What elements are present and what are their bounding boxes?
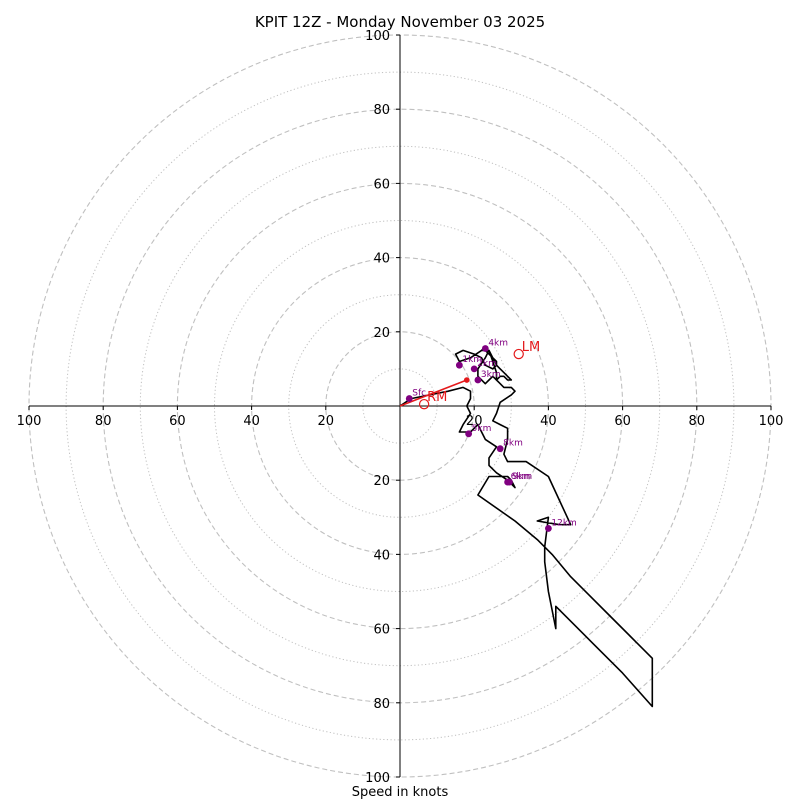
y-tick-label: 20 [373, 474, 390, 489]
x-tick-label: 20 [318, 414, 335, 429]
height-marker-label: 8km [503, 439, 523, 449]
tick-labels: 1001008080606040402020202040406060808010… [17, 29, 784, 786]
x-tick-label: 40 [540, 414, 557, 429]
height-marker-8km [496, 445, 504, 453]
y-tick-label: 40 [373, 548, 390, 563]
y-tick-label: 60 [373, 623, 390, 638]
x-tick-label: 60 [169, 414, 186, 429]
mean-wind-vector [399, 379, 468, 407]
height-marker-label: Sfc [412, 389, 426, 399]
y-tick-label: 80 [373, 103, 390, 118]
y-tick-label: 80 [373, 697, 390, 712]
x-tick-label: 100 [17, 414, 42, 429]
hodograph-trace [399, 345, 654, 708]
height-marker-label: 1km [462, 355, 482, 365]
x-tick-label: 40 [243, 414, 260, 429]
storm-motion-label: LM [522, 340, 540, 355]
height-marker-1km [455, 361, 463, 369]
height-marker-9km [506, 478, 513, 486]
storm-motion-markers: LM RM [418, 340, 540, 410]
height-marker-3km [474, 376, 482, 384]
x-tick-label: 60 [614, 414, 631, 429]
x-tick-label: 100 [759, 414, 784, 429]
mean-wind-point [463, 377, 470, 383]
height-marker-4km [481, 345, 489, 352]
y-tick-label: 60 [373, 177, 390, 192]
storm-motion-label: RM [427, 390, 447, 405]
height-marker-label: 2km [477, 359, 497, 369]
hodograph-line [399, 345, 654, 708]
height-marker-12km [545, 525, 552, 532]
height-marker-2km [470, 365, 478, 373]
height-marker-label: 4km [488, 338, 508, 348]
height-marker-label: 9km [512, 472, 532, 482]
y-tick-label: 100 [365, 29, 390, 44]
storm-motion-rm [418, 398, 430, 410]
x-tick-label: 80 [689, 414, 706, 429]
x-axis-label: Speed in knots [352, 785, 449, 800]
height-marker-Sfc [405, 395, 413, 402]
height-marker-label: 5km [472, 424, 492, 434]
y-tick-label: 20 [373, 326, 390, 341]
height-marker-label: 12km [551, 518, 576, 528]
height-marker-label: 6km [511, 472, 531, 482]
height-marker-label: 3km [481, 370, 501, 380]
y-tick-label: 40 [373, 252, 390, 267]
x-tick-label: 80 [95, 414, 112, 429]
y-tick-label: 100 [365, 771, 390, 786]
height-marker-5km [465, 430, 473, 438]
storm-motion-lm [513, 348, 524, 360]
chart-title: KPIT 12Z - Monday November 03 2025 [255, 13, 545, 31]
